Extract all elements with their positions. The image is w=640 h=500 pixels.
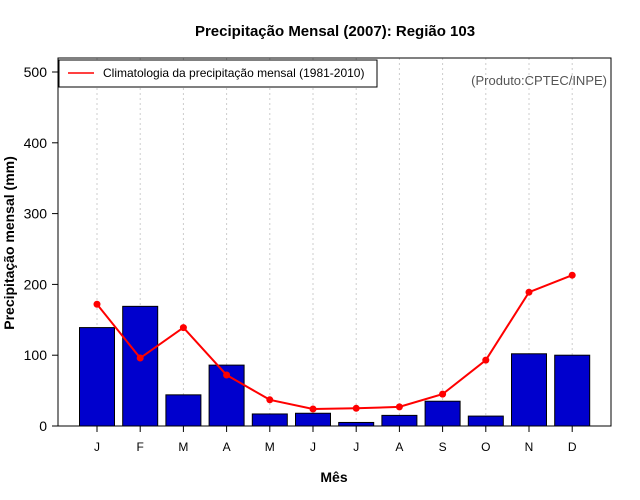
climatology-point-3 — [179, 324, 187, 332]
climatology-point-10 — [482, 356, 490, 364]
x-tick-label: A — [395, 440, 403, 454]
climatology-point-4 — [223, 371, 231, 379]
climatology-line — [96, 274, 573, 411]
bar-o-10 — [467, 415, 504, 427]
y-tick-label: 300 — [24, 206, 48, 222]
x-axis-label: Mês — [320, 469, 347, 485]
x-tick-label: F — [137, 440, 144, 454]
bar-n-11 — [511, 353, 547, 427]
climatology-point-1 — [93, 300, 101, 308]
bar-j-1 — [79, 327, 115, 427]
climatology-point-7 — [352, 404, 360, 412]
climatology-point-6 — [309, 405, 317, 413]
bar-d-12 — [554, 354, 591, 427]
legend-box — [58, 59, 378, 88]
legend: Climatologia da precipitação mensal (198… — [58, 59, 378, 88]
y-axis: 0 100 200 300 400 500 — [24, 64, 59, 434]
climatology-point-2 — [136, 354, 144, 362]
bar-f-2 — [122, 305, 159, 427]
climatology-line-series — [93, 271, 576, 413]
x-tick-label: O — [481, 440, 490, 454]
y-tick-label: 100 — [24, 347, 48, 363]
legend-label: Climatologia da precipitação mensal (198… — [103, 66, 364, 80]
y-axis-label: Precipitação mensal (mm) — [1, 156, 17, 330]
chart-title: Precipitação Mensal (2007): Região 103 — [195, 23, 475, 40]
x-tick-label: M — [178, 440, 188, 454]
x-tick-label: D — [568, 440, 577, 454]
x-tick-label: N — [525, 440, 534, 454]
x-tick-label: J — [310, 440, 316, 454]
climatology-point-11 — [525, 288, 533, 296]
climatology-point-9 — [439, 390, 447, 398]
y-tick-label: 0 — [39, 418, 47, 434]
y-tick-label: 400 — [24, 135, 48, 151]
bar-j-6 — [295, 412, 331, 427]
climatology-point-8 — [395, 403, 403, 411]
bar-a-8 — [381, 414, 418, 427]
plot-frame — [57, 57, 612, 427]
x-tick-label: J — [94, 440, 100, 454]
y-tick-label: 200 — [24, 276, 48, 292]
bar-m-5 — [251, 413, 288, 427]
bar-s-9 — [424, 400, 461, 427]
x-tick-label: S — [439, 440, 447, 454]
source-annotation: (Produto:CPTEC/INPE) — [471, 73, 607, 88]
x-tick-label: J — [353, 440, 359, 454]
bar-j-7 — [338, 421, 375, 427]
bar-m-3 — [165, 394, 202, 427]
y-tick-label: 500 — [24, 64, 48, 80]
bar-series — [79, 305, 591, 427]
climatology-point-5 — [266, 396, 274, 404]
climatology-point-12 — [568, 271, 576, 279]
x-tick-label: M — [265, 440, 275, 454]
x-tick-label: A — [223, 440, 231, 454]
